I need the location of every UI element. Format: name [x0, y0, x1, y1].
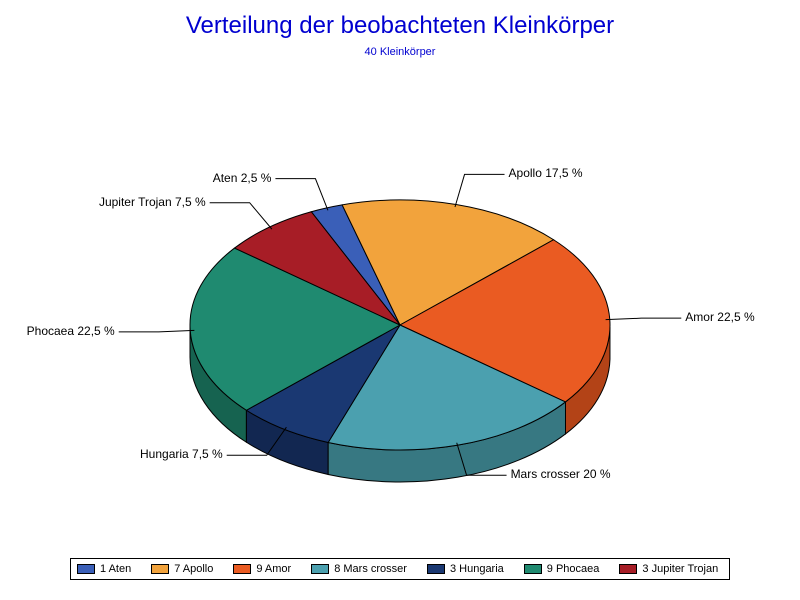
legend-item: 7 Apollo [151, 563, 213, 575]
legend-swatch [151, 564, 169, 574]
chart-title: Verteilung der beobachteten Kleinkörper [0, 12, 800, 40]
legend-item: 8 Mars crosser [311, 563, 407, 575]
slice-label-apollo: Apollo 17,5 % [509, 166, 583, 180]
leader-phocaea [119, 330, 195, 331]
chart-root: Verteilung der beobachteten Kleinkörper … [0, 0, 800, 600]
legend-item: 3 Jupiter Trojan [619, 563, 718, 575]
legend-text: 8 Mars crosser [334, 563, 407, 575]
pie-chart: Aten 2,5 % Apollo 17,5 % Amor 22,5 % Mars c… [0, 70, 800, 510]
chart-subtitle: 40 Kleinkörper [0, 46, 800, 58]
legend-swatch [524, 564, 542, 574]
legend-text: 9 Phocaea [547, 563, 600, 575]
legend-text: 9 Amor [256, 563, 291, 575]
slice-label-hungaria: Hungaria 7,5 % [140, 447, 223, 461]
slice-label-amor: Amor 22,5 % [685, 310, 754, 324]
legend-text: 1 Aten [100, 563, 131, 575]
leader-jupiter_trojan [210, 203, 272, 229]
legend-item: 9 Amor [233, 563, 291, 575]
pie-svg [0, 70, 800, 510]
legend: 1 Aten 7 Apollo 9 Amor 8 Mars crosser 3 Hung… [70, 558, 730, 580]
leader-amor [606, 318, 682, 319]
slice-label-phocaea: Phocaea 22,5 % [27, 324, 115, 338]
leader-apollo [455, 174, 505, 207]
leader-aten [275, 179, 328, 211]
legend-item: 9 Phocaea [524, 563, 600, 575]
legend-swatch [619, 564, 637, 574]
legend-text: 7 Apollo [174, 563, 213, 575]
legend-item: 3 Hungaria [427, 563, 504, 575]
legend-text: 3 Jupiter Trojan [642, 563, 718, 575]
legend-swatch [233, 564, 251, 574]
slice-label-jupiter_trojan: Jupiter Trojan 7,5 % [99, 195, 206, 209]
legend-swatch [77, 564, 95, 574]
legend-item: 1 Aten [77, 563, 131, 575]
legend-swatch [311, 564, 329, 574]
legend-swatch [427, 564, 445, 574]
slice-label-mars_crosser: Mars crosser 20 % [511, 467, 611, 481]
legend-text: 3 Hungaria [450, 563, 504, 575]
slice-label-aten: Aten 2,5 % [213, 171, 272, 185]
